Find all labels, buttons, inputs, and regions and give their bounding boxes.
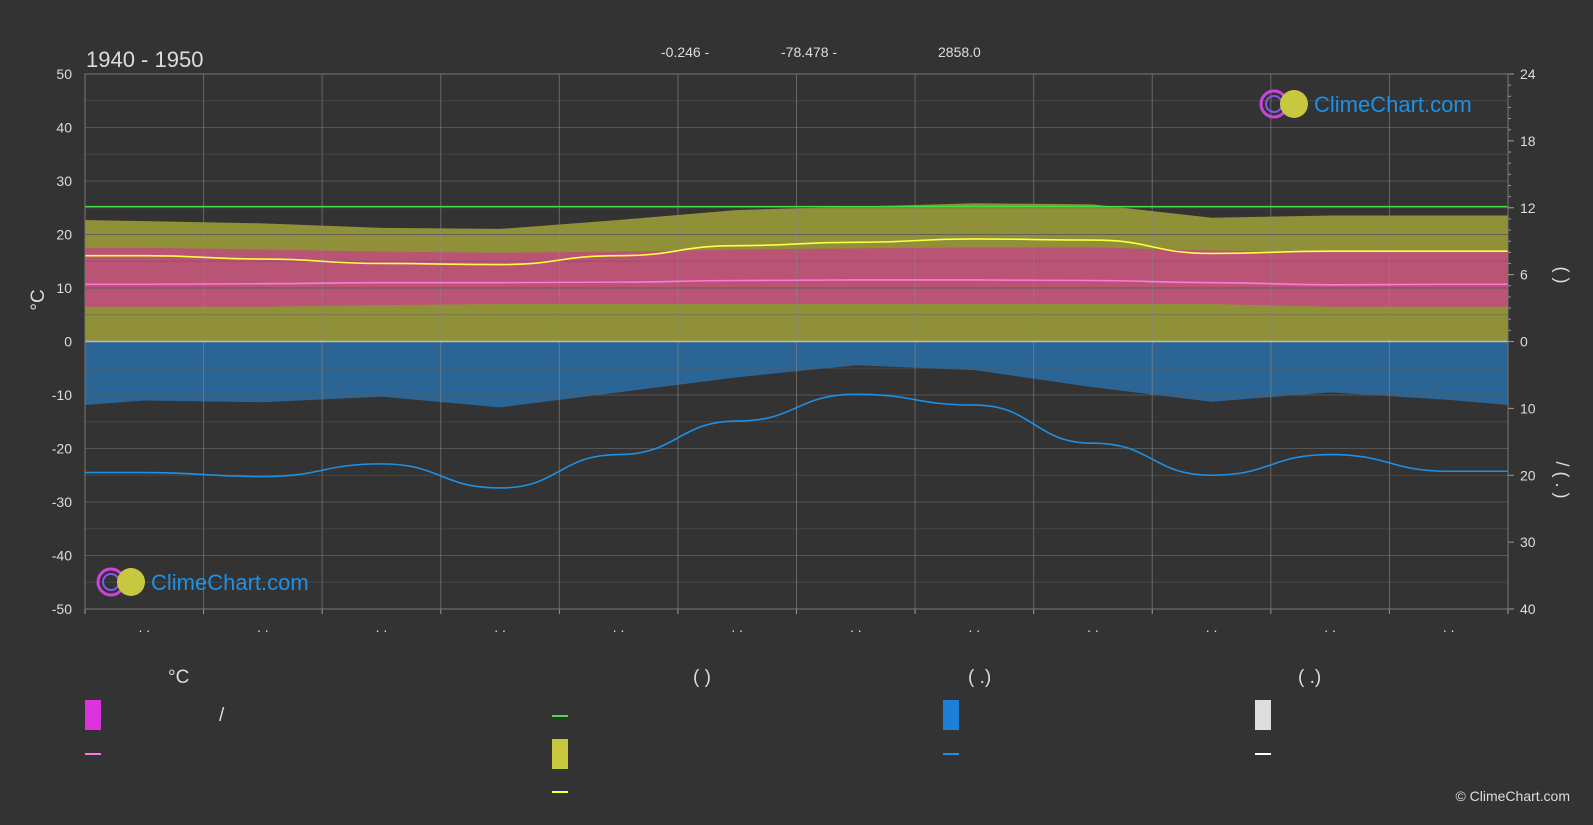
- left-axis-ticks: 50 40 30 20 10 0 -10 -20 -30 -40 -50: [52, 66, 72, 617]
- right-top-tick-label: 24: [1520, 66, 1536, 82]
- longitude-text: -78.478 -: [781, 44, 837, 60]
- right-axis-bottom-label: / ( . ): [1552, 462, 1572, 499]
- latitude-text: -0.246 -: [661, 44, 710, 60]
- legend-precip-band-swatch: [943, 700, 959, 730]
- right-bottom-tick-label: 20: [1520, 467, 1536, 483]
- plot-frame: [84, 73, 1509, 610]
- x-tick-label: . .: [850, 619, 862, 635]
- legend-col1-slash: /: [219, 705, 225, 726]
- right-top-tick-label: 18: [1520, 133, 1536, 149]
- x-tick-label: . .: [613, 619, 625, 635]
- precipitation-line: [85, 393, 1508, 489]
- legend: °C / ( ) ( .) ( .): [85, 667, 1321, 793]
- legend-temp-band-swatch: [85, 700, 101, 730]
- left-tick-label: 10: [56, 280, 72, 296]
- x-tick-label: . .: [257, 619, 269, 635]
- left-tick-label: 30: [56, 173, 72, 189]
- left-tick-label: -50: [52, 601, 72, 617]
- brand-name-top: ClimeChart.com: [1314, 92, 1472, 117]
- legend-snow-band-swatch: [1255, 700, 1271, 730]
- x-tick-label: . .: [969, 619, 981, 635]
- x-axis-ticks: . . . . . . . . . . . . . . . . . . . . . . . .: [84, 609, 1509, 635]
- logo-ring-inner-icon: [1265, 95, 1283, 113]
- right-bottom-tick-label: 30: [1520, 534, 1536, 550]
- logo-sun-icon: [1280, 90, 1308, 118]
- left-tick-label: 20: [56, 227, 72, 243]
- x-tick-label: . .: [1087, 619, 1099, 635]
- legend-col4-header: ( .): [1298, 667, 1321, 688]
- legend-col1-header: °C: [168, 667, 189, 688]
- brand-name-bottom: ClimeChart.com: [151, 570, 309, 595]
- right-top-tick-label: 6: [1520, 267, 1528, 283]
- x-tick-label: . .: [1206, 619, 1218, 635]
- temp_mean-line: [84, 279, 1508, 286]
- right-top-tick-label: 0: [1520, 334, 1528, 350]
- left-axis-label: °C: [28, 289, 49, 310]
- left-tick-label: -40: [52, 548, 72, 564]
- x-tick-label: . .: [1324, 619, 1336, 635]
- x-tick-label: . .: [376, 619, 388, 635]
- series-lines: [84, 205, 1508, 489]
- brand-logo-top[interactable]: ClimeChart.com: [1259, 89, 1472, 119]
- sunshine-line: [84, 238, 1508, 266]
- right-axis-ticks: 24 18 12 6 0 10 20 30 40: [1508, 66, 1536, 617]
- left-tick-label: 40: [56, 120, 72, 136]
- brand-logo-bottom[interactable]: ClimeChart.com: [96, 567, 309, 597]
- period-title: 1940 - 1950: [86, 47, 203, 72]
- logo-sun-icon: [117, 568, 145, 596]
- right-bottom-tick-label: 10: [1520, 400, 1536, 416]
- legend-sunshine-band-swatch: [552, 739, 568, 769]
- legend-col2-header: ( ): [693, 667, 711, 688]
- x-tick-label: . .: [731, 619, 743, 635]
- left-tick-label: -20: [52, 441, 72, 457]
- right-bottom-tick-label: 40: [1520, 601, 1536, 617]
- copyright-text: © ClimeChart.com: [1455, 788, 1570, 804]
- left-tick-label: 50: [56, 66, 72, 82]
- x-tick-label: . .: [494, 619, 506, 635]
- elevation-text: 2858.0: [938, 44, 981, 60]
- x-tick-label: . .: [138, 619, 150, 635]
- right-axis-top-label: ( ): [1552, 267, 1572, 284]
- right-top-tick-label: 12: [1520, 200, 1536, 216]
- chart-grid: [85, 73, 1508, 610]
- legend-col3-header: ( .): [968, 667, 991, 688]
- left-tick-label: 0: [64, 334, 72, 350]
- left-tick-label: -10: [52, 387, 72, 403]
- x-tick-label: . .: [1443, 619, 1455, 635]
- left-tick-label: -30: [52, 494, 72, 510]
